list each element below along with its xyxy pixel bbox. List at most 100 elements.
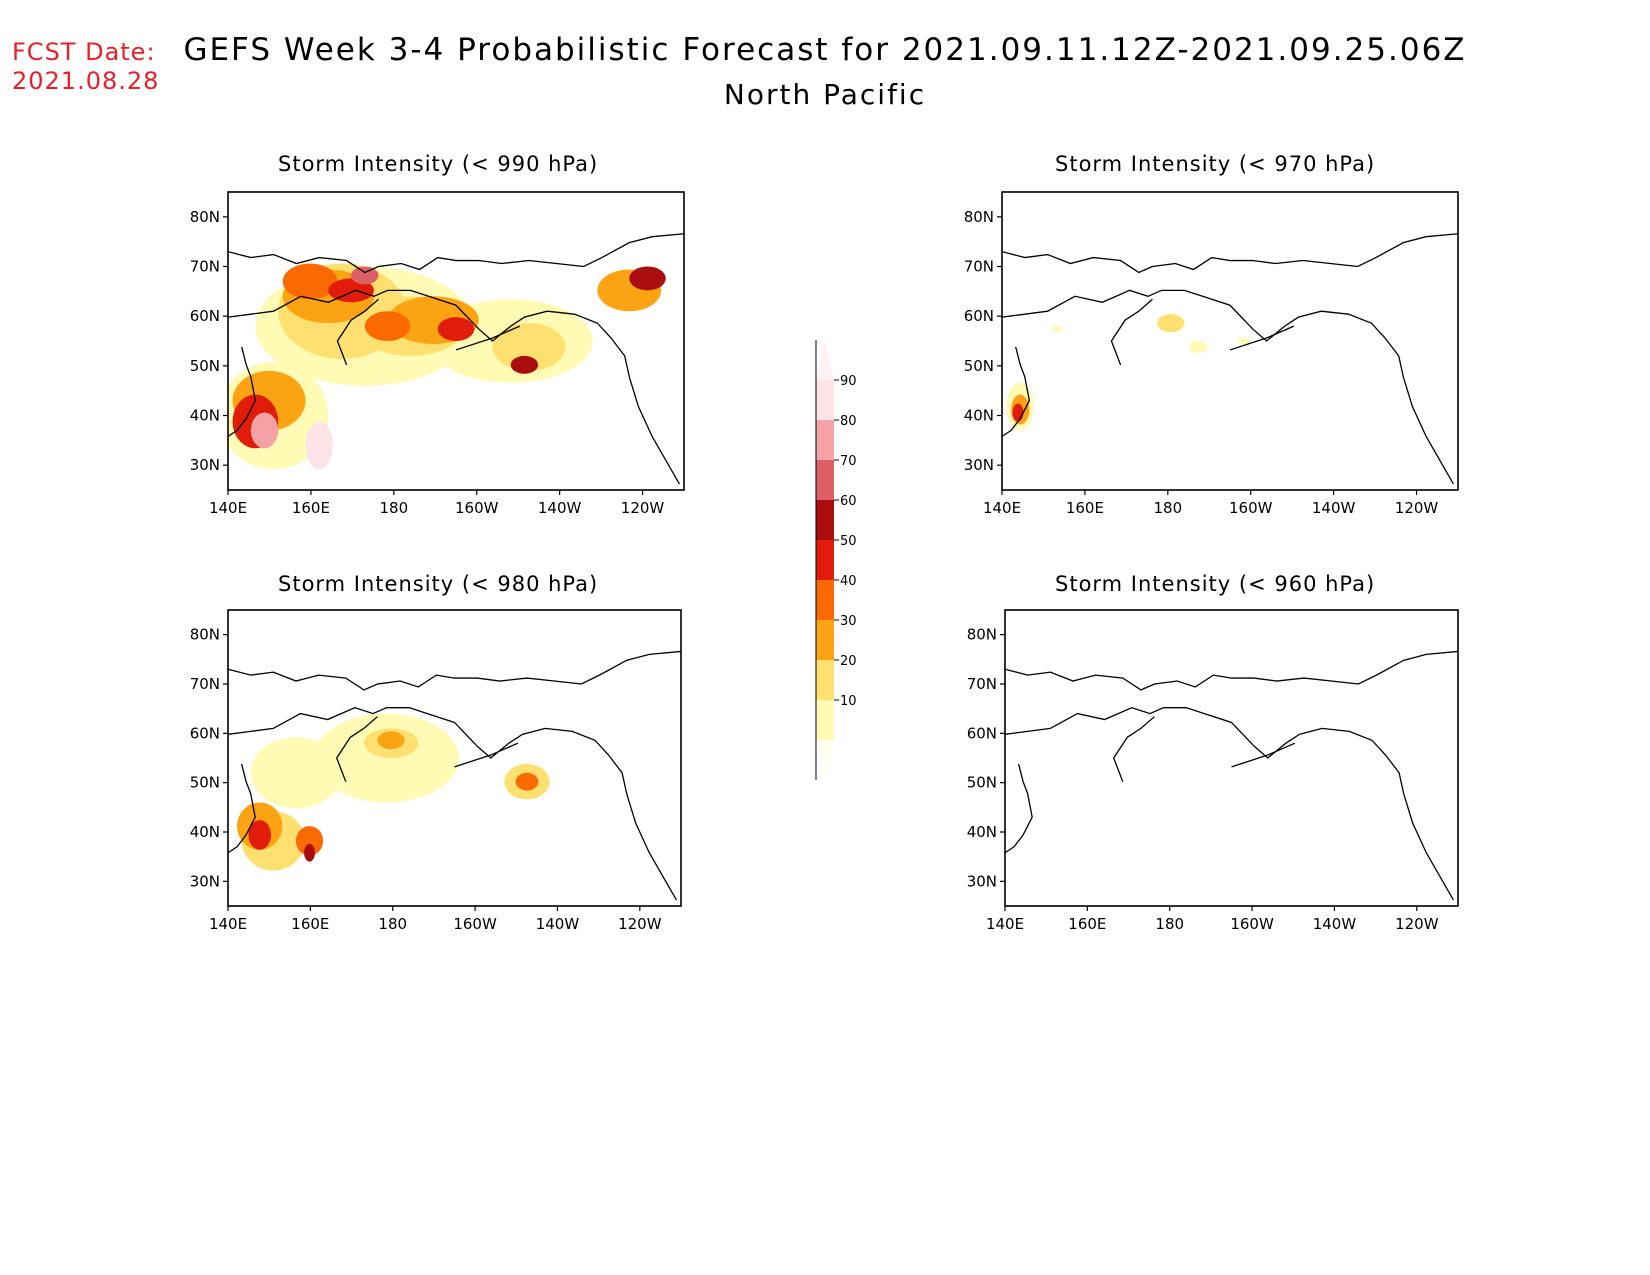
coastline [455,325,521,351]
coastline [1002,346,1031,437]
probability-blob [305,421,333,470]
lat-tick-label: 70N [190,675,220,693]
coastline [228,346,257,437]
lat-tick-label: 70N [967,675,997,693]
map-frame [1001,191,1459,491]
panel-title-990: Storm Intensity (< 990 hPa) [278,152,599,176]
probability-blob [492,323,566,371]
probability-blob [1157,314,1185,333]
lon-tick-label: 180 [379,499,408,517]
map-frame [227,609,682,907]
coastline [1005,706,1455,901]
lat-tick-label: 40N [967,823,997,841]
lon-tick-label: 140W [1312,499,1356,517]
lon-tick-label: 140E [986,915,1024,933]
probability-blob [1051,326,1063,333]
probability-blob [250,412,279,449]
lat-tick-label: 30N [967,872,997,890]
colorbar-swatch [816,380,834,420]
coastline [454,742,519,768]
fcst-date-value: 2021.08.28 [12,67,160,95]
colorbar-label: 20 [840,654,857,669]
probability-blob [351,266,379,285]
coastline [1002,289,1455,485]
lat-tick-label: 70N [190,258,220,276]
probability-blob [295,826,324,856]
coastline [335,716,378,782]
lon-tick-label: 140E [209,915,247,933]
colorbar-swatch [816,660,834,700]
lon-tick-label: 140E [983,499,1021,517]
lon-tick-label: 160W [455,499,499,517]
colorbar-label: 40 [840,574,857,589]
coastline [1112,716,1155,782]
probability-blob [1188,341,1208,353]
lat-tick-label: 30N [964,456,994,474]
lat-tick-label: 40N [190,407,220,425]
probability-blob [1012,403,1024,422]
probability-blob [248,820,272,850]
lat-tick-label: 50N [967,774,997,792]
lat-tick-label: 60N [190,307,220,325]
lon-tick-label: 160E [291,915,329,933]
colorbar-swatch [816,700,834,740]
probability-blob [510,355,539,374]
coastline [228,763,256,854]
lon-tick-label: 160W [1230,915,1274,933]
lat-tick-label: 80N [190,626,220,644]
colorbar-label: 70 [840,454,857,469]
colorbar-swatch [816,460,834,500]
lon-tick-label: 180 [378,915,407,933]
coastline [228,706,678,901]
colorbar-label: 60 [840,494,857,509]
lat-tick-label: 50N [964,357,994,375]
lat-tick-label: 80N [967,626,997,644]
colorbar-swatch [816,620,834,660]
colorbar-swatch [816,420,834,460]
lat-tick-label: 60N [967,724,997,742]
lat-tick-label: 60N [964,307,994,325]
lat-tick-label: 30N [190,872,220,890]
coastline [228,650,681,691]
coastline [1229,325,1295,351]
probability-blob [282,263,338,300]
fcst-date-block: FCST Date: 2021.08.28 [12,38,159,96]
lon-tick-label: 120W [1395,915,1439,933]
probability-blob [437,317,475,341]
panel-980: 80N 70N 60N 50N 40N 30N 140E 160E 180 160W 140W 120… [190,609,682,933]
lon-tick-label: 140W [1313,915,1357,933]
coastline [336,298,379,366]
probability-blob [515,772,539,791]
lat-tick-label: 80N [964,208,994,226]
lon-tick-label: 140W [538,499,582,517]
probability-blob [250,737,342,809]
colorbar-swatch [816,580,834,620]
lat-tick-label: 40N [190,823,220,841]
colorbar-label: 90 [840,374,857,389]
lon-tick-label: 160E [1068,915,1106,933]
probability-blob [1236,338,1251,344]
lat-tick-label: 70N [964,258,994,276]
colorbar-bottom-arrow [816,740,834,780]
lat-tick-label: 50N [190,774,220,792]
lon-tick-label: 160W [453,915,497,933]
probability-blob [629,266,666,291]
lat-tick-label: 30N [190,456,220,474]
lon-tick-label: 120W [621,499,665,517]
lon-tick-label: 120W [1395,499,1439,517]
colorbar-label: 50 [840,534,857,549]
probability-blob [328,278,374,303]
lon-tick-label: 160W [1229,499,1273,517]
panel-970: 80N 70N 60N 50N 40N 30N 140E 160E 180 160W 140W 120… [964,191,1459,517]
map-frame [1004,609,1459,907]
panel-title-980: Storm Intensity (< 980 hPa) [278,572,599,596]
lon-tick-label: 160E [1066,499,1104,517]
colorbar-label: 30 [840,614,857,629]
colorbar-swatch [816,500,834,540]
panel-960: 80N 70N 60N 50N 40N 30N 140E 160E 180 160W 140W 120… [967,609,1459,933]
colorbar-top-arrow [816,340,834,380]
page-title: GEFS Week 3-4 Probabilistic Forecast for… [183,32,1467,68]
colorbar-label: 10 [840,694,857,709]
coastline [1005,650,1458,691]
